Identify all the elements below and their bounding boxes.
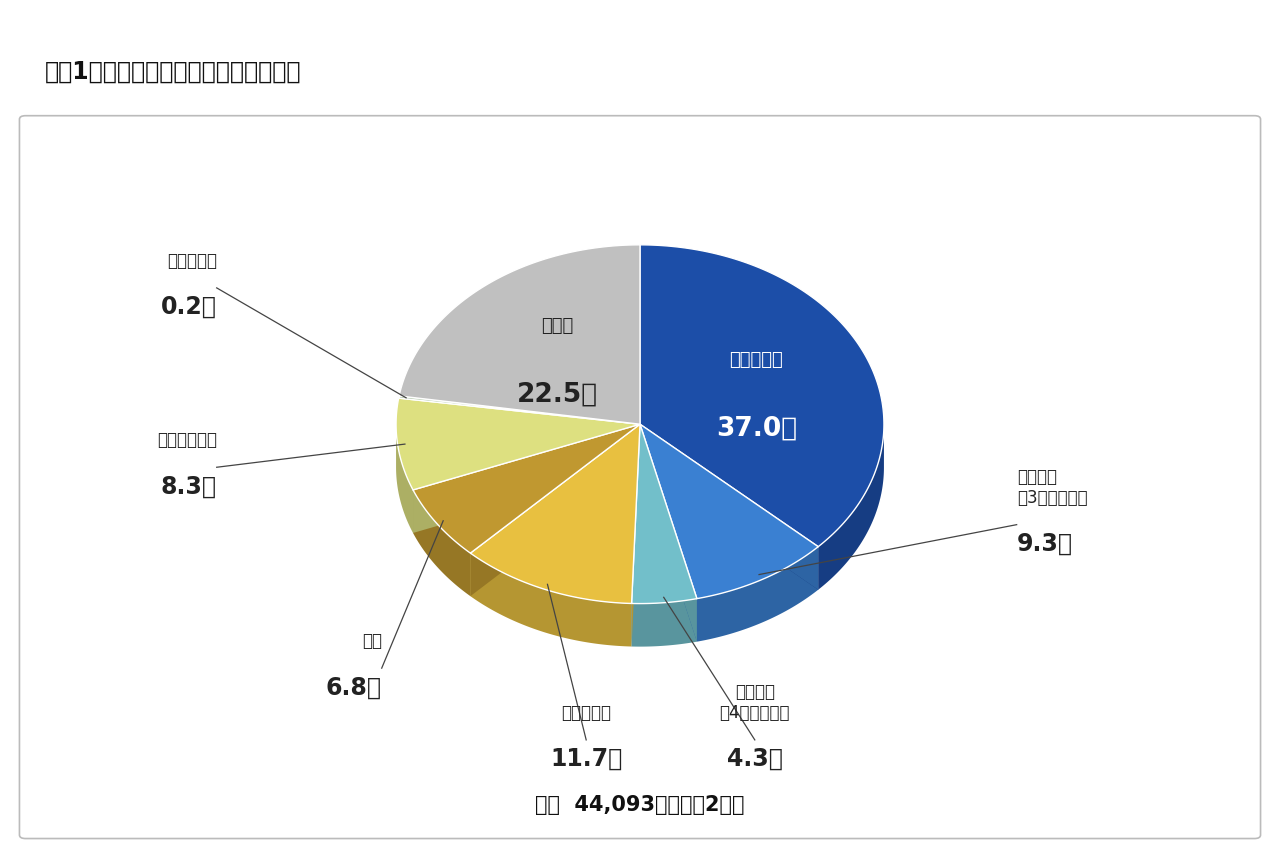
Polygon shape — [470, 553, 631, 647]
Text: 生活環境営業: 生活環境営業 — [156, 431, 216, 449]
Polygon shape — [640, 424, 818, 590]
Polygon shape — [413, 424, 640, 533]
Polygon shape — [818, 425, 884, 590]
Polygon shape — [470, 424, 640, 596]
Polygon shape — [470, 424, 640, 596]
Text: 商店: 商店 — [362, 632, 381, 650]
Polygon shape — [470, 424, 640, 603]
Polygon shape — [398, 396, 640, 424]
Text: 金融機関等: 金融機関等 — [166, 252, 216, 270]
Polygon shape — [631, 424, 640, 647]
Polygon shape — [640, 424, 818, 599]
Text: 図表1　侵入窃盗の発生場所別認知件数: 図表1 侵入窃盗の発生場所別認知件数 — [45, 60, 301, 83]
Polygon shape — [640, 245, 884, 547]
Text: 0.2％: 0.2％ — [161, 295, 216, 319]
Polygon shape — [413, 424, 640, 533]
Polygon shape — [640, 424, 818, 590]
Text: 22.5％: 22.5％ — [517, 382, 598, 408]
Polygon shape — [640, 424, 696, 642]
Text: 共同住宅
（4階建以上）: 共同住宅 （4階建以上） — [719, 683, 790, 722]
Polygon shape — [631, 599, 696, 647]
Polygon shape — [413, 424, 640, 553]
Polygon shape — [696, 547, 818, 642]
Text: 一戸建住宅: 一戸建住宅 — [730, 351, 783, 369]
Text: 総数  44,093件（令和2年）: 総数 44,093件（令和2年） — [535, 795, 745, 815]
FancyBboxPatch shape — [19, 116, 1261, 838]
Polygon shape — [413, 490, 470, 596]
Text: 11.7％: 11.7％ — [550, 747, 622, 771]
Polygon shape — [631, 424, 696, 603]
Text: 6.8％: 6.8％ — [325, 676, 381, 699]
Polygon shape — [631, 424, 640, 647]
Text: その他: その他 — [541, 317, 573, 336]
Text: 4.3％: 4.3％ — [727, 747, 783, 771]
Text: 8.3％: 8.3％ — [161, 475, 216, 498]
Text: 9.3％: 9.3％ — [1016, 532, 1073, 556]
Text: 37.0％: 37.0％ — [716, 416, 797, 442]
Polygon shape — [640, 424, 696, 642]
Text: 一般事務所: 一般事務所 — [561, 704, 611, 722]
Text: 共同住宅
（3階建以下）: 共同住宅 （3階建以下） — [1016, 468, 1087, 507]
Polygon shape — [396, 425, 413, 533]
Polygon shape — [399, 245, 640, 424]
Polygon shape — [396, 398, 640, 490]
